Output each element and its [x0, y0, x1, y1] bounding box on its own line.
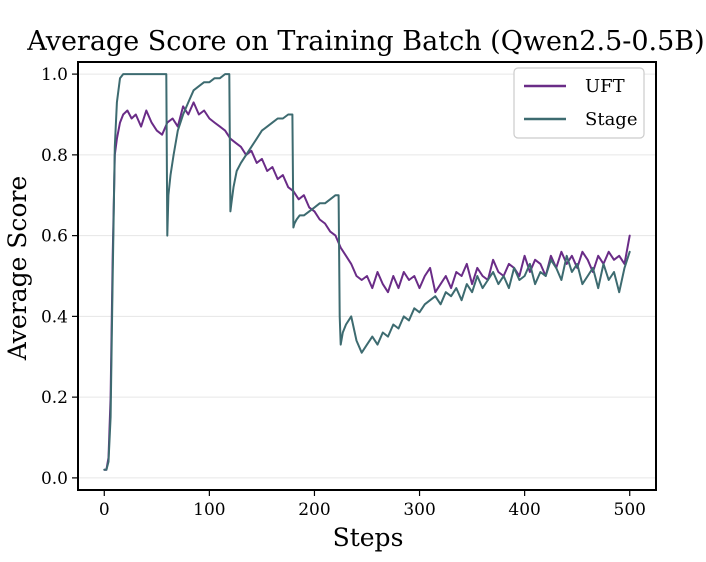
legend-label-stage: Stage	[585, 109, 637, 130]
y-tick-label: 1.0	[41, 65, 68, 85]
y-axis: 0.0 0.2 0.4 0.6 0.8 1.0	[41, 65, 78, 489]
x-axis-label: Steps	[333, 523, 404, 552]
chart-title: Average Score on Training Batch (Qwen2.5…	[26, 26, 704, 57]
y-tick-label: 0.0	[41, 469, 68, 489]
series-line-uft	[103, 101, 631, 471]
x-tick-label: 400	[508, 500, 540, 520]
legend-label-uft: UFT	[585, 76, 625, 97]
x-tick-label: 300	[403, 500, 435, 520]
y-tick-label: 0.8	[41, 146, 68, 166]
x-tick-label: 100	[193, 500, 225, 520]
y-tick-label: 0.4	[41, 307, 68, 327]
x-tick-label: 200	[298, 500, 330, 520]
x-axis: 0 100 200 300 400 500	[99, 490, 646, 520]
y-axis-label: Average Score	[3, 176, 32, 362]
x-tick-label: 0	[99, 500, 110, 520]
plot-frame	[77, 61, 657, 491]
legend: UFT Stage	[513, 67, 645, 139]
y-tick-label: 0.6	[41, 227, 68, 247]
x-tick-label: 500	[614, 500, 646, 520]
plot-area	[103, 73, 631, 471]
series-line-stage	[103, 73, 631, 471]
y-tick-label: 0.2	[41, 388, 68, 408]
